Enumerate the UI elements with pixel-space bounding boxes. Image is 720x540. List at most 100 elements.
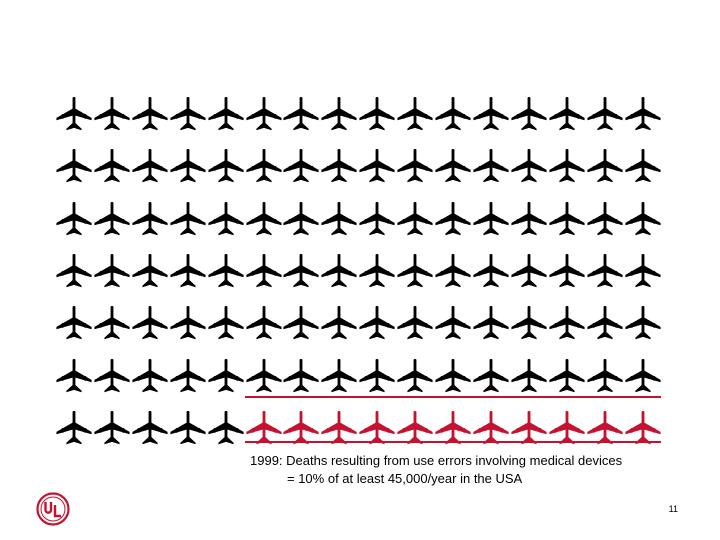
airplane-icon <box>282 148 320 186</box>
airplane-icon <box>131 201 169 239</box>
highlight-bottom-line <box>245 441 661 443</box>
airplane-icon <box>207 148 245 186</box>
airplane-icon <box>510 305 548 343</box>
airplane-icon <box>55 410 93 448</box>
airplane-icon <box>55 305 93 343</box>
airplane-icon <box>472 253 510 291</box>
airplane-icon <box>320 253 358 291</box>
airplane-icon <box>245 253 283 291</box>
airplane-icon <box>169 253 207 291</box>
airplane-icon <box>586 201 624 239</box>
caption: 1999: Deaths resulting from use errors i… <box>250 452 622 488</box>
airplane-icon <box>320 305 358 343</box>
airplane-icon <box>396 96 434 134</box>
airplane-icon <box>245 358 283 396</box>
airplane-icon <box>548 148 586 186</box>
airplane-icon <box>434 358 472 396</box>
airplane-icon <box>434 148 472 186</box>
airplane-icon <box>282 253 320 291</box>
airplane-icon <box>586 253 624 291</box>
airplane-icon <box>93 358 131 396</box>
airplane-icon <box>93 305 131 343</box>
airplane-icon <box>245 96 283 134</box>
airplane-icon <box>510 358 548 396</box>
airplane-icon <box>169 358 207 396</box>
airplane-icon <box>358 201 396 239</box>
airplane-icon <box>548 201 586 239</box>
airplane-icon <box>245 148 283 186</box>
airplane-icon <box>169 410 207 448</box>
airplane-icon <box>282 201 320 239</box>
airplane-icon <box>396 358 434 396</box>
airplane-icon <box>282 358 320 396</box>
airplane-icon <box>396 148 434 186</box>
airplane-icon <box>320 358 358 396</box>
airplane-icon <box>358 253 396 291</box>
airplane-icon <box>396 305 434 343</box>
airplane-icon <box>245 201 283 239</box>
airplane-icon <box>93 148 131 186</box>
airplane-icon <box>169 96 207 134</box>
airplane-icon <box>548 305 586 343</box>
caption-line-1: 1999: Deaths resulting from use errors i… <box>250 453 623 468</box>
airplane-icon <box>472 96 510 134</box>
airplane-icon <box>131 410 169 448</box>
airplane-icon <box>472 305 510 343</box>
airplane-icon <box>548 253 586 291</box>
airplane-icon <box>396 201 434 239</box>
airplane-icon <box>55 253 93 291</box>
airplane-icon <box>586 305 624 343</box>
caption-line-2: = 10% of at least 45,000/year in the USA <box>287 471 523 486</box>
airplane-icon <box>510 201 548 239</box>
airplane-icon <box>472 148 510 186</box>
airplane-icon <box>131 96 169 134</box>
airplane-icon <box>586 148 624 186</box>
airplane-icon <box>93 410 131 448</box>
airplane-icon <box>320 201 358 239</box>
airplane-icon <box>55 201 93 239</box>
airplane-icon <box>245 305 283 343</box>
airplane-icon <box>548 96 586 134</box>
airplane-icon <box>624 253 662 291</box>
airplane-icon <box>510 96 548 134</box>
airplane-icon <box>207 410 245 448</box>
airplane-icon <box>93 96 131 134</box>
airplane-icon <box>55 148 93 186</box>
airplane-icon <box>624 201 662 239</box>
airplane-icon <box>93 201 131 239</box>
airplane-icon <box>131 148 169 186</box>
airplane-icon <box>472 358 510 396</box>
airplane-icon <box>320 96 358 134</box>
airplane-icon <box>169 305 207 343</box>
airplane-icon <box>434 253 472 291</box>
ul-logo-icon <box>36 492 70 526</box>
airplane-icon <box>282 305 320 343</box>
airplane-icon <box>55 358 93 396</box>
airplane-icon <box>282 96 320 134</box>
page-number: 11 <box>668 504 678 514</box>
airplane-icon <box>624 148 662 186</box>
airplane-icon <box>548 358 586 396</box>
airplane-icon <box>55 96 93 134</box>
airplane-icon <box>624 358 662 396</box>
airplane-icon <box>131 358 169 396</box>
airplane-icon <box>320 148 358 186</box>
airplane-icon <box>586 358 624 396</box>
airplane-icon <box>358 358 396 396</box>
airplane-icon <box>472 201 510 239</box>
airplane-icon <box>207 305 245 343</box>
airplane-icon <box>510 148 548 186</box>
airplane-icon <box>207 96 245 134</box>
airplane-icon <box>131 305 169 343</box>
airplane-icon <box>207 201 245 239</box>
airplane-icon <box>358 148 396 186</box>
highlight-top-line <box>245 396 661 398</box>
airplane-icon <box>93 253 131 291</box>
ul-logo <box>36 492 70 526</box>
airplane-icon <box>358 305 396 343</box>
airplane-icon <box>434 305 472 343</box>
airplane-icon <box>586 96 624 134</box>
airplane-icon <box>131 253 169 291</box>
airplane-icon <box>510 253 548 291</box>
airplane-icon <box>624 96 662 134</box>
